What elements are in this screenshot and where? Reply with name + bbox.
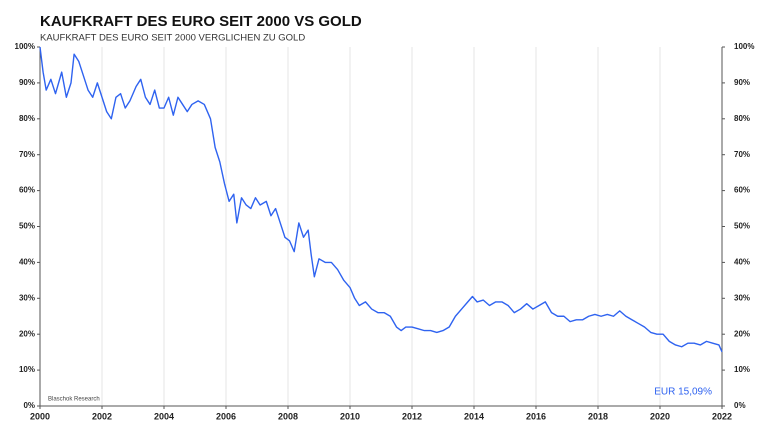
x-tick-label: 2000 bbox=[30, 411, 50, 421]
y-tick-label: 40% bbox=[19, 258, 35, 267]
grid bbox=[39, 47, 723, 406]
x-tick-label: 2018 bbox=[588, 411, 608, 421]
y-tick-label: 10% bbox=[19, 365, 35, 374]
y-tick-label: 70% bbox=[19, 150, 35, 159]
x-tick-label: 2022 bbox=[712, 411, 732, 421]
x-tick-label: 2002 bbox=[92, 411, 112, 421]
x-tick-label: 2006 bbox=[216, 411, 236, 421]
y-tick-label: 80% bbox=[19, 114, 35, 123]
x-tick-label: 2012 bbox=[402, 411, 422, 421]
y2-tick-label: 50% bbox=[734, 222, 750, 231]
x-tick-label: 2020 bbox=[650, 411, 670, 421]
annotation: EUR 15,09% bbox=[654, 387, 712, 398]
y2-tick-label: 90% bbox=[734, 78, 750, 87]
x-tick-label: 2004 bbox=[154, 411, 174, 421]
y-tick-label: 60% bbox=[19, 186, 35, 195]
y2-tick-label: 40% bbox=[734, 258, 750, 267]
y2-tick-label: 70% bbox=[734, 150, 750, 159]
y-tick-label: 30% bbox=[19, 293, 35, 302]
chart-title: KAUFKRAFT DES EURO SEIT 2000 VS GOLD bbox=[40, 13, 362, 30]
x-tick-label: 2016 bbox=[526, 411, 546, 421]
y-tick-label: 20% bbox=[19, 329, 35, 338]
y2-tick-label: 30% bbox=[734, 293, 750, 302]
data-line bbox=[39, 46, 723, 353]
y2-tick-label: 0% bbox=[734, 401, 746, 410]
y2-tick-label: 20% bbox=[734, 329, 750, 338]
x-tick-label: 2014 bbox=[464, 411, 484, 421]
chart-subtitle: KAUFKRAFT DES EURO SEIT 2000 VERGLICHEN … bbox=[40, 33, 305, 44]
y2-tick-label: 60% bbox=[734, 186, 750, 195]
y-tick-label: 0% bbox=[23, 401, 35, 410]
x-tick-label: 2010 bbox=[340, 411, 360, 421]
y2-tick-label: 100% bbox=[734, 42, 754, 51]
x-tick-label: 2008 bbox=[278, 411, 298, 421]
y-tick-label: 90% bbox=[19, 78, 35, 87]
y2-tick-label: 10% bbox=[734, 365, 750, 374]
y-tick-label: 100% bbox=[15, 42, 35, 51]
y2-tick-label: 80% bbox=[734, 114, 750, 123]
y-tick-label: 50% bbox=[19, 222, 35, 231]
source: Blaschok Research bbox=[48, 397, 100, 403]
